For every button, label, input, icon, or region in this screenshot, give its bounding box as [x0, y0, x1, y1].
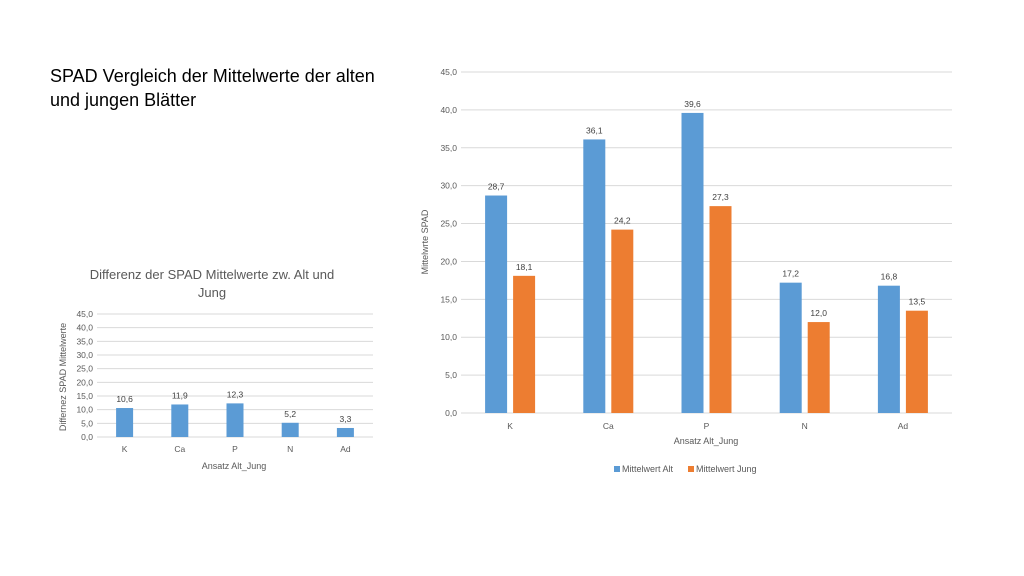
x-tick-label: P	[704, 421, 710, 431]
data-label: 12,3	[227, 389, 244, 399]
slide-title: SPAD Vergleich der Mittelwerte der alten…	[50, 66, 375, 110]
x-tick-label: Ca	[174, 444, 185, 454]
y-tick-label: 0,0	[81, 432, 93, 442]
legend-label-alt: Mittelwert Alt	[622, 464, 674, 474]
data-label: 11,9	[172, 390, 188, 400]
chart-title-line-1: Differenz der SPAD Mittelwerte zw. Alt u…	[90, 267, 334, 282]
x-tick-label: Ca	[603, 421, 614, 431]
legend-swatch-alt	[614, 466, 620, 472]
data-label: 18,1	[516, 262, 533, 272]
y-tick-label: 0,0	[445, 408, 457, 418]
legend-swatch-jung	[688, 466, 694, 472]
data-label: 5,2	[284, 409, 296, 419]
bar	[905, 310, 928, 413]
bar	[116, 408, 134, 437]
x-tick-label: P	[232, 444, 238, 454]
y-axis-title: Differnez SPAD Mittelwerte	[58, 323, 68, 431]
data-label: 28,7	[488, 182, 505, 192]
bar	[513, 275, 536, 413]
y-tick-label: 45,0	[440, 67, 457, 77]
x-tick-label: K	[122, 444, 128, 454]
y-tick-label: 25,0	[76, 364, 93, 374]
x-tick-label: Ad	[340, 444, 351, 454]
bar	[807, 322, 830, 413]
x-axis-title: Ansatz Alt_Jung	[202, 461, 267, 471]
y-tick-label: 20,0	[440, 256, 457, 266]
legend: Mittelwert Alt Mittelwert Jung	[614, 464, 757, 474]
y-tick-label: 15,0	[76, 391, 93, 401]
data-label: 12,0	[810, 308, 827, 318]
bar	[583, 139, 606, 414]
bar	[485, 195, 508, 413]
bar	[281, 422, 299, 437]
y-tick-label: 40,0	[76, 323, 93, 333]
data-label: 27,3	[712, 192, 729, 202]
x-axis-title: Ansatz Alt_Jung	[674, 436, 739, 446]
y-tick-label: 30,0	[440, 181, 457, 191]
y-tick-label: 25,0	[440, 219, 457, 229]
data-label: 39,6	[684, 99, 701, 109]
y-tick-label: 35,0	[440, 143, 457, 153]
data-label: 16,8	[881, 272, 898, 282]
bar	[336, 427, 354, 437]
data-label: 3,3	[339, 414, 351, 424]
y-tick-label: 10,0	[440, 332, 457, 342]
bar	[171, 404, 189, 437]
y-tick-label: 30,0	[76, 350, 93, 360]
y-tick-label: 15,0	[440, 294, 457, 304]
bar	[779, 282, 802, 413]
y-tick-label: 5,0	[445, 370, 457, 380]
x-tick-label: N	[287, 444, 293, 454]
data-label: 17,2	[782, 269, 799, 279]
y-tick-label: 45,0	[76, 309, 93, 319]
y-tick-label: 5,0	[81, 418, 93, 428]
data-label: 36,1	[586, 125, 603, 135]
y-tick-label: 10,0	[76, 405, 93, 415]
data-label: 24,2	[614, 216, 631, 226]
y-tick-label: 40,0	[440, 105, 457, 115]
data-label: 10,6	[116, 394, 133, 404]
chart-title-line-2: Jung	[198, 285, 226, 300]
y-tick-label: 20,0	[76, 377, 93, 387]
y-axis-title: Mittelwrte SPAD	[420, 209, 430, 274]
bar	[611, 229, 634, 413]
bar	[877, 285, 900, 413]
x-tick-label: N	[802, 421, 808, 431]
x-tick-label: Ad	[898, 421, 909, 431]
y-tick-label: 35,0	[76, 336, 93, 346]
legend-label-jung: Mittelwert Jung	[696, 464, 757, 474]
x-tick-label: K	[507, 421, 513, 431]
bar	[226, 403, 244, 437]
bar	[681, 112, 704, 414]
data-label: 13,5	[909, 297, 926, 307]
bar	[709, 206, 732, 413]
